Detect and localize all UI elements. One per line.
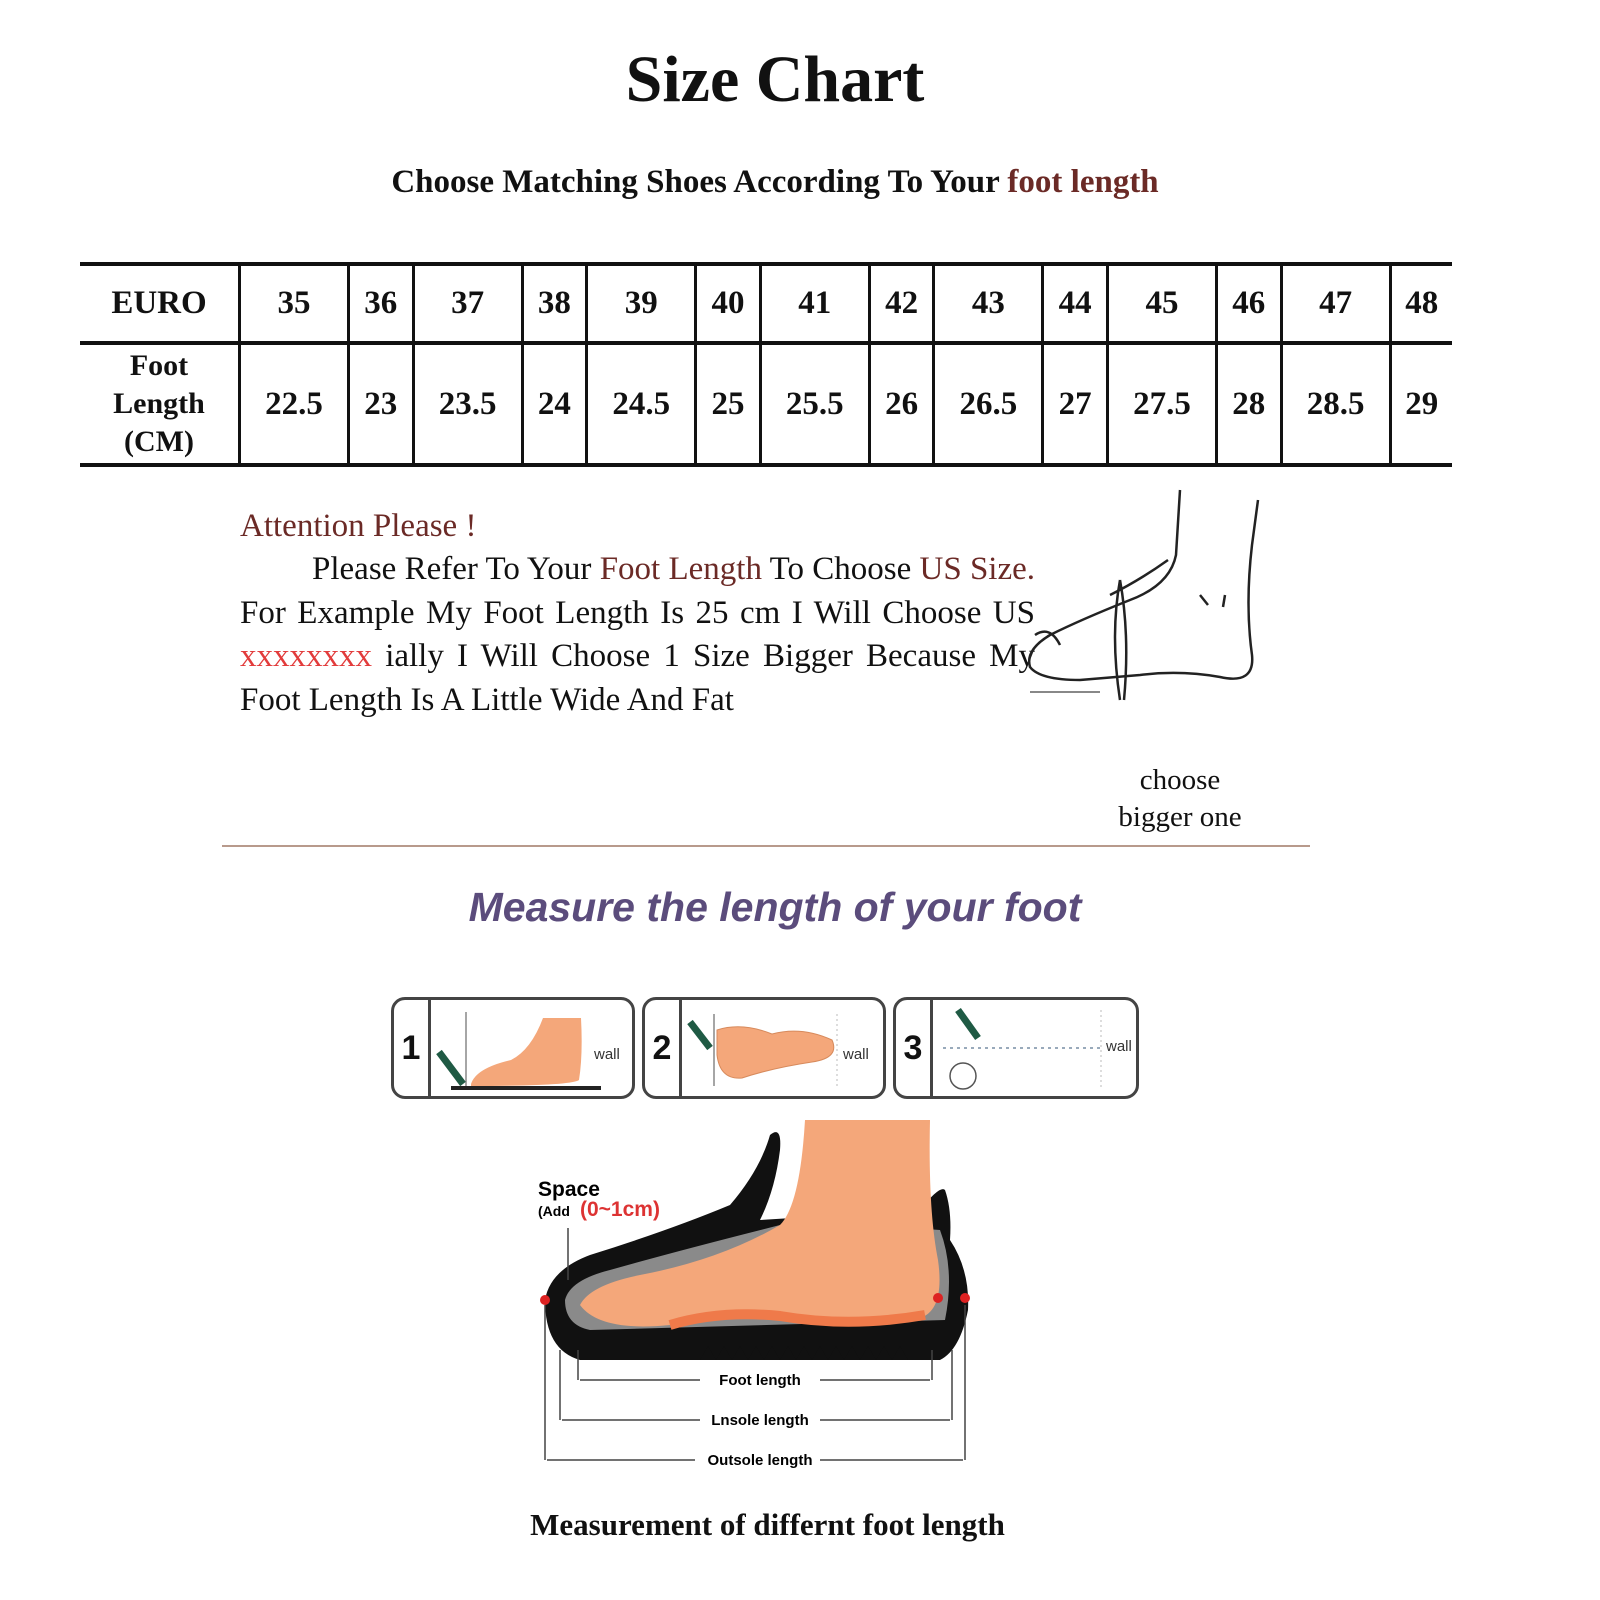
ruler-measure-icon <box>943 1007 1103 1090</box>
wall-label: wall <box>1106 1038 1132 1055</box>
euro-size-cell: 45 <box>1105 262 1217 345</box>
euro-header: EURO <box>80 262 240 345</box>
wall-label: wall <box>843 1046 869 1063</box>
foot-length-cell: 23 <box>347 343 414 467</box>
foot-length-cell: 24.5 <box>585 343 696 467</box>
foot-sketch-icon <box>1027 489 1260 701</box>
euro-size-cell: 44 <box>1041 262 1108 345</box>
body-text: For Example My Foot Length Is 25 cm I Wi… <box>240 594 1035 631</box>
foot-length-header: Foot Length (CM) <box>80 343 240 467</box>
step-1: 1 wall <box>391 997 635 1099</box>
attention-body: Please Refer To Your Foot Length To Choo… <box>240 548 1035 722</box>
foot-length-cell: 28 <box>1214 343 1282 467</box>
foot-length-cell: 29 <box>1388 343 1452 467</box>
space-value: (0~1cm) <box>580 1198 660 1221</box>
foot-length-cell: 25.5 <box>758 343 870 467</box>
insole-length-label: Lnsole length <box>711 1412 809 1429</box>
euro-size-cell: 35 <box>238 262 349 345</box>
measure-heading: Measure the length of your foot <box>468 884 1082 930</box>
euro-size-cell: 41 <box>758 262 870 345</box>
body-highlight: Foot Length <box>599 551 762 588</box>
add-label: (Add <box>538 1203 570 1219</box>
euro-size-cell: 46 <box>1214 262 1282 345</box>
size-table: EURO 35 36 37 38 39 40 41 42 43 44 45 46 47 48 Foot Le… <box>80 262 1452 467</box>
body-text: Please Refer To Your <box>312 551 600 588</box>
body-highlight: US Size. <box>919 551 1036 588</box>
euro-row: EURO 35 36 37 38 39 40 41 42 43 44 45 46 47 48 <box>80 262 1452 345</box>
step-number: 2 <box>645 1000 682 1096</box>
euro-size-cell: 42 <box>867 262 934 345</box>
label-line: choose <box>1139 764 1221 796</box>
euro-size-cell: 47 <box>1279 262 1391 345</box>
euro-size-cell: 36 <box>347 262 414 345</box>
foot-length-cell: 27 <box>1041 343 1108 467</box>
foot-length-cell: 28.5 <box>1279 343 1391 467</box>
outsole-length-label: Outsole length <box>708 1452 813 1469</box>
header-line: Length <box>113 387 205 420</box>
euro-size-cell: 39 <box>585 262 696 345</box>
subtitle: Choose Matching Shoes According To Your … <box>0 164 1550 201</box>
subtitle-text: Choose Matching Shoes According To Your <box>391 164 1008 200</box>
foot-length-row: Foot Length (CM) 22.5 23 23.5 24 24.5 25 25.5 26 2… <box>80 343 1452 467</box>
subtitle-highlight: foot length <box>1007 164 1159 200</box>
wall-label: wall <box>594 1046 620 1063</box>
euro-size-cell: 37 <box>411 262 523 345</box>
euro-size-cell: 48 <box>1388 262 1452 345</box>
divider <box>222 845 1310 847</box>
foot-length-cell: 24 <box>520 343 587 467</box>
step-3: 3 wall <box>893 997 1139 1099</box>
foot-length-cell: 23.5 <box>411 343 523 467</box>
label-line: bigger one <box>1118 801 1242 833</box>
euro-size-cell: 38 <box>520 262 587 345</box>
foot-length-cell: 26.5 <box>932 343 1043 467</box>
foot-length-cell: 25 <box>694 343 761 467</box>
foot-length-label: Foot length <box>719 1372 801 1389</box>
foot-length-cell: 26 <box>867 343 934 467</box>
step-number: 1 <box>394 1000 431 1096</box>
foot-top-view-icon <box>687 1014 838 1086</box>
body-text: To Choose <box>761 551 920 588</box>
header-line: Foot <box>129 349 189 382</box>
step-number: 3 <box>896 1000 933 1096</box>
foot-on-paper-icon <box>436 1012 601 1090</box>
caption: Measurement of differnt foot length <box>530 1507 1005 1542</box>
foot-length-cell: 22.5 <box>238 343 349 467</box>
header-line: (CM) <box>124 425 194 458</box>
euro-size-cell: 40 <box>694 262 761 345</box>
step-2: 2 wall <box>642 997 886 1099</box>
euro-size-cell: 43 <box>932 262 1043 345</box>
attention-note: Attention Please ! Please Refer To Your … <box>240 505 1035 722</box>
body-redacted: xxxxxxxx <box>240 638 372 675</box>
body-text: ially I Will Choose 1 Size Bigger Becaus… <box>240 638 1035 718</box>
space-label: Space <box>538 1178 600 1201</box>
foot-length-cell: 27.5 <box>1105 343 1217 467</box>
page-title: Size Chart <box>625 43 925 116</box>
foot-sketch-label: choose bigger one <box>1110 762 1250 836</box>
shoe-cross-section-icon: Foot length Lnsole length Outsole length… <box>538 1120 970 1469</box>
attention-heading: Attention Please ! <box>240 508 477 544</box>
